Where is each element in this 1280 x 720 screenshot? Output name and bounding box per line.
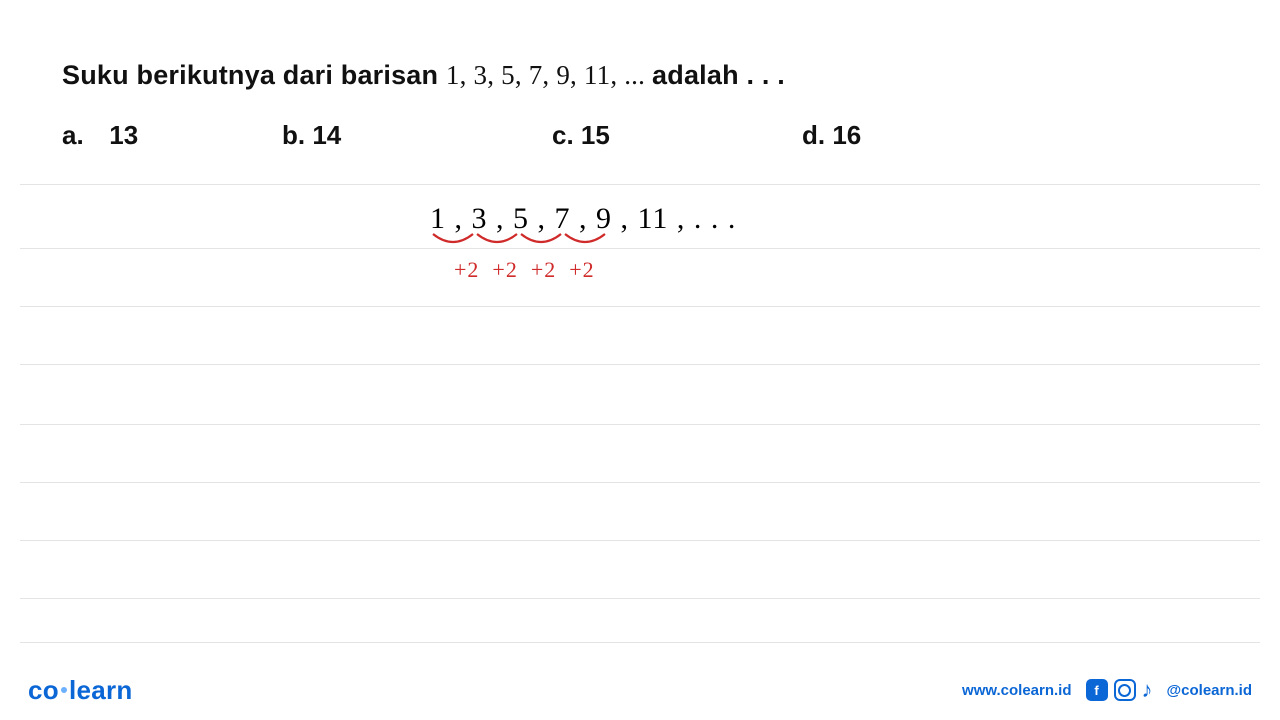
option-d-value: 16 (832, 120, 861, 150)
footer-url: www.colearn.id (962, 682, 1071, 699)
option-a: a. 13 (62, 120, 282, 151)
facebook-icon: f (1086, 679, 1108, 701)
option-d: d. 16 (802, 120, 1002, 151)
worked-sequence: 1 , 3 , 5 , 7 , 9 , 11 , . . . (430, 202, 736, 236)
option-c: c. 15 (552, 120, 802, 151)
ruled-line (20, 540, 1260, 541)
instagram-icon (1114, 679, 1136, 701)
footer: colearn www.colearn.id f ♪ @colearn.id (0, 660, 1280, 720)
footer-right: www.colearn.id f ♪ @colearn.id (962, 679, 1252, 701)
ruled-line (20, 482, 1260, 483)
footer-handle: @colearn.id (1167, 682, 1252, 699)
option-a-value: 13 (109, 120, 138, 150)
difference-arcs (427, 232, 687, 257)
option-b-value: 14 (312, 120, 341, 150)
ruled-line (20, 306, 1260, 307)
question-sequence: 1, 3, 5, 7, 9, 11, ... (446, 60, 652, 90)
option-b-label: b. (282, 120, 305, 150)
ruled-line (20, 598, 1260, 599)
brand-logo: colearn (28, 675, 133, 706)
question-text: Suku berikutnya dari barisan 1, 3, 5, 7,… (62, 60, 1212, 91)
option-c-label: c. (552, 120, 574, 150)
ruled-line (20, 424, 1260, 425)
option-c-value: 15 (581, 120, 610, 150)
question-prefix: Suku berikutnya dari barisan (62, 60, 446, 90)
handwritten-working: 1 , 3 , 5 , 7 , 9 , 11 , . . . +2 +2 +2 … (430, 202, 736, 236)
question-suffix: adalah . . . (652, 60, 785, 90)
question-area: Suku berikutnya dari barisan 1, 3, 5, 7,… (62, 60, 1212, 91)
logo-dot-icon (61, 687, 67, 693)
page: Suku berikutnya dari barisan 1, 3, 5, 7,… (0, 0, 1280, 720)
logo-word-left: co (28, 675, 59, 705)
option-d-label: d. (802, 120, 825, 150)
ruled-line (20, 642, 1260, 643)
tiktok-icon: ♪ (1142, 679, 1153, 701)
option-a-label: a. (62, 120, 102, 151)
logo-word-right: learn (69, 675, 133, 705)
social-icons: f ♪ (1086, 679, 1153, 701)
options-row: a. 13 b. 14 c. 15 d. 16 (62, 120, 1212, 151)
option-b: b. 14 (282, 120, 552, 151)
ruled-line (20, 184, 1260, 185)
differences-text: +2 +2 +2 +2 (454, 257, 595, 283)
ruled-line (20, 364, 1260, 365)
